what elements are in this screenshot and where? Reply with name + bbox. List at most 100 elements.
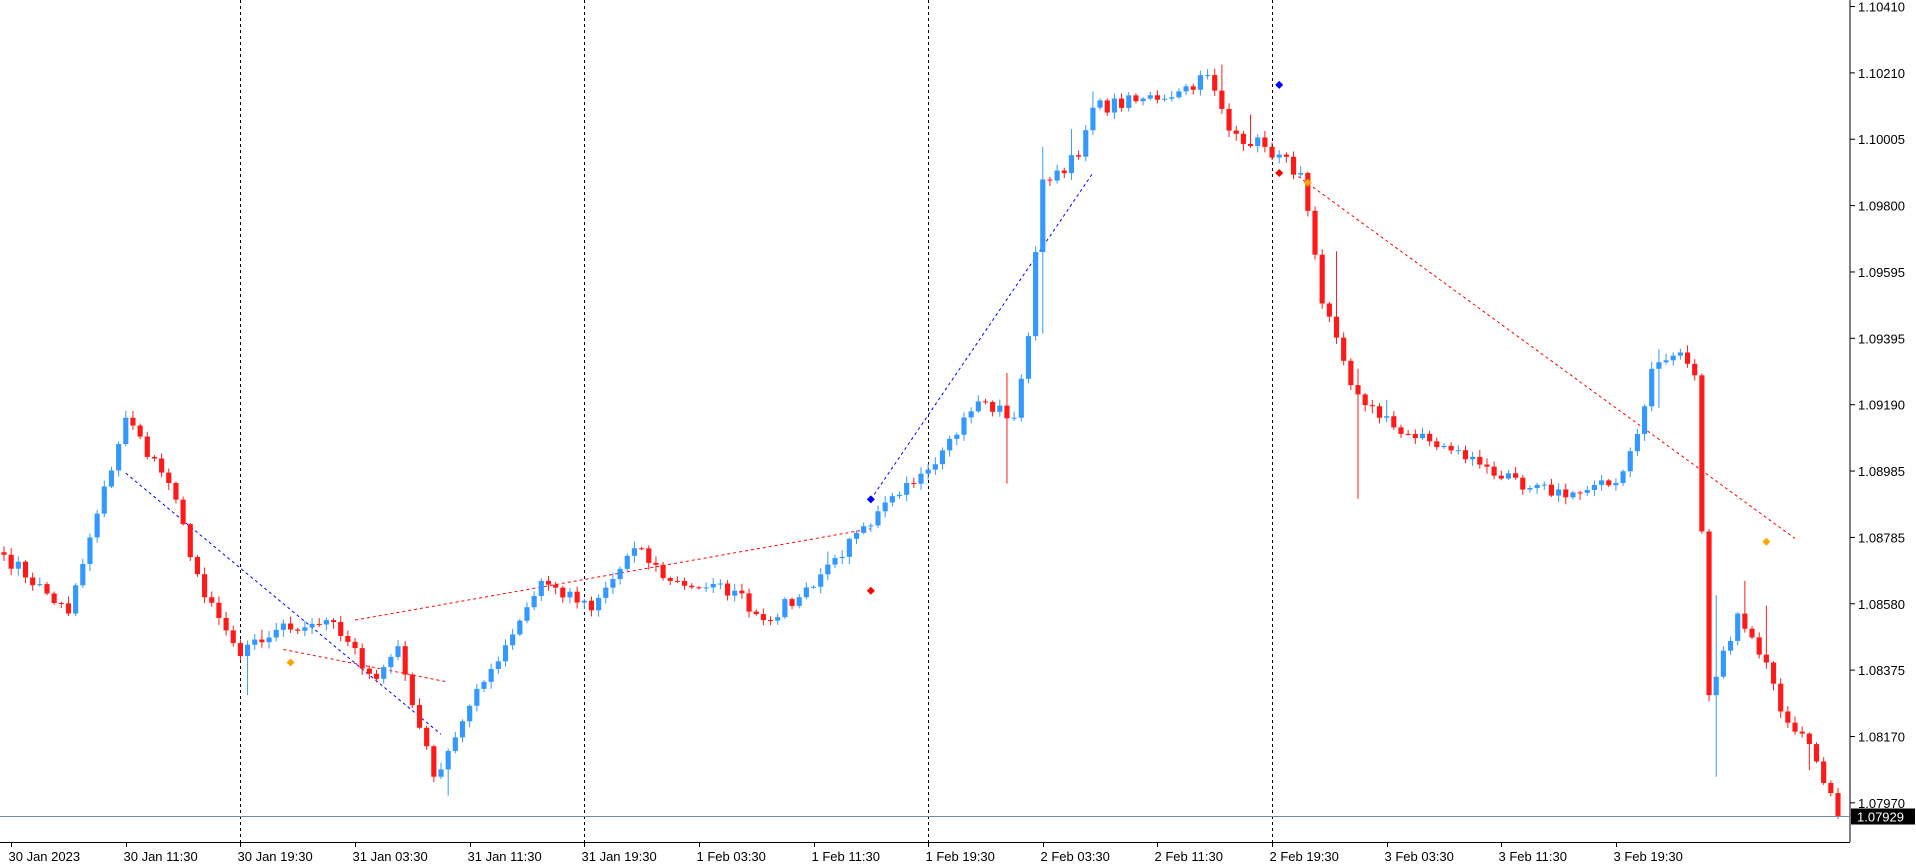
candle	[402, 640, 408, 681]
candle-body	[359, 648, 365, 669]
candle	[954, 432, 960, 446]
signal-line	[1293, 172, 1796, 539]
candle-body	[875, 511, 881, 526]
time-axis[interactable]: 30 Jan 2023 30 Jan 11:30 30 Jan 19:30 31 Ja…	[9, 842, 1683, 864]
candle	[1326, 301, 1332, 323]
candle	[159, 453, 165, 478]
candle	[1161, 94, 1168, 102]
candle-body	[1835, 793, 1841, 816]
time-tick-label: 3 Feb 11:30	[1499, 849, 1567, 864]
price-tick-label: 1.10410	[1858, 0, 1905, 15]
candle-body	[531, 595, 537, 608]
candle-body	[1247, 143, 1254, 147]
candle	[1713, 595, 1719, 777]
candle-body	[717, 583, 723, 585]
candle-body	[244, 644, 251, 656]
candle-body	[187, 524, 193, 558]
candle-body	[1455, 450, 1461, 452]
candle-body	[230, 630, 236, 644]
candle-body	[194, 557, 201, 575]
candle	[330, 618, 337, 629]
candle-body	[1133, 95, 1139, 102]
candle-body	[925, 469, 931, 474]
candle	[803, 582, 809, 600]
signal-marker	[866, 586, 875, 595]
candle	[51, 591, 57, 605]
candle-body	[202, 574, 208, 598]
candle	[1548, 478, 1555, 497]
candle	[825, 551, 831, 581]
candle	[1742, 580, 1748, 633]
candle-body	[123, 417, 129, 445]
candle	[1004, 372, 1010, 484]
signal-line	[283, 648, 449, 683]
candle-body	[1333, 316, 1340, 338]
candle-body	[1047, 179, 1053, 181]
last-price-box	[1851, 808, 1915, 825]
candle	[481, 679, 487, 693]
candle	[273, 622, 279, 642]
candle	[1677, 348, 1683, 360]
candle	[1061, 167, 1067, 179]
candle	[1054, 164, 1060, 184]
candle	[1462, 445, 1469, 464]
candle-body	[1677, 352, 1683, 356]
candle	[947, 435, 953, 457]
candle	[1513, 467, 1519, 480]
candle-body	[667, 578, 673, 581]
candle	[1154, 90, 1160, 104]
candle	[1720, 646, 1726, 679]
candle	[1204, 69, 1211, 80]
candle-body	[560, 587, 566, 598]
candle	[796, 593, 802, 609]
candle	[1369, 399, 1375, 414]
time-tick-label: 2 Feb 11:30	[1155, 849, 1223, 864]
candle-body	[395, 646, 401, 657]
price-tick-label: 1.08170	[1858, 729, 1905, 744]
candle-body	[1326, 303, 1332, 317]
candle	[1735, 612, 1741, 646]
candle	[474, 684, 480, 712]
candle-body	[603, 587, 609, 598]
candle-body	[130, 417, 136, 426]
candle	[818, 568, 824, 594]
price-tick-label: 1.09595	[1858, 265, 1905, 280]
price-tick-label: 1.08985	[1858, 464, 1905, 479]
candle	[581, 598, 587, 610]
candle-body	[1018, 378, 1024, 418]
candle-body	[1061, 170, 1067, 174]
candle-body	[961, 417, 967, 435]
candle-body	[1376, 406, 1383, 418]
candle	[674, 576, 681, 584]
candle-body	[1563, 489, 1569, 498]
candle-body	[1348, 360, 1354, 386]
candle	[381, 664, 387, 684]
candle-body	[22, 561, 29, 578]
candle	[1684, 345, 1691, 368]
candle	[1169, 91, 1175, 102]
candle-body	[997, 405, 1003, 412]
candle	[467, 704, 473, 728]
candle	[660, 561, 666, 581]
candle-body	[1262, 137, 1268, 147]
candle-body	[1319, 254, 1325, 304]
candle-body	[1255, 137, 1261, 147]
candle	[424, 725, 430, 750]
candle	[180, 496, 186, 526]
candle-body	[1312, 210, 1318, 255]
candle-body	[1341, 337, 1347, 361]
candle	[1398, 424, 1404, 438]
candle-body	[1462, 450, 1469, 460]
candle	[1119, 93, 1125, 112]
candle-body	[1427, 433, 1433, 442]
candle-body	[567, 591, 573, 598]
candle	[717, 579, 723, 590]
candle-body	[1706, 531, 1712, 696]
candle	[445, 748, 451, 796]
candle	[8, 548, 14, 576]
candle	[682, 577, 688, 590]
time-tick-label: 30 Jan 19:30	[238, 849, 313, 864]
candle	[287, 616, 294, 633]
price-axis[interactable]: 1.10410 1.10210 1.10005 1.09800 1.09595 1.093…	[1850, 0, 1905, 811]
